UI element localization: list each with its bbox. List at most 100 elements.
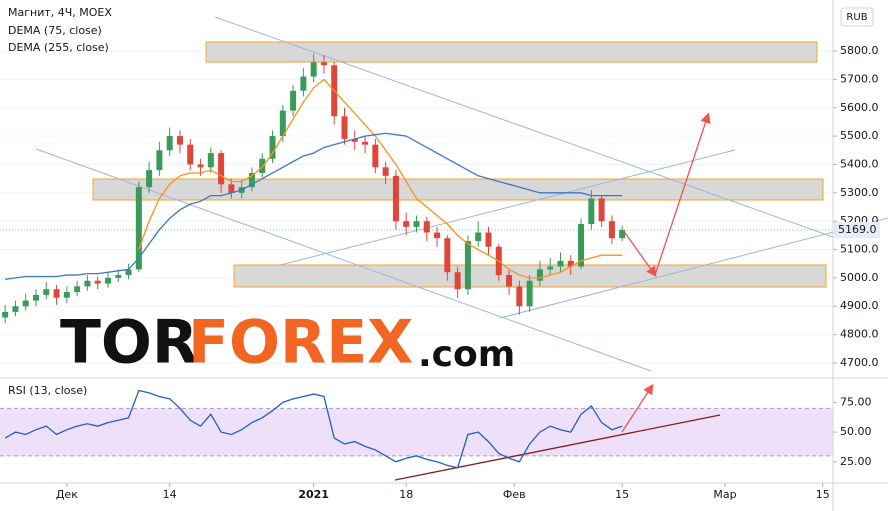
trendline xyxy=(279,149,736,266)
candle-body xyxy=(74,286,81,293)
x-tick-label: 15 xyxy=(615,488,629,501)
last-price-label: 5169.0 xyxy=(838,223,877,236)
arrow xyxy=(622,229,657,278)
x-tick-label: Мар xyxy=(713,488,736,501)
candle-body xyxy=(310,62,317,77)
candle-body xyxy=(207,153,214,168)
x-tick-label: 2021 xyxy=(298,488,329,501)
currency[interactable]: RUB xyxy=(846,12,867,23)
band xyxy=(0,408,833,456)
candle-body xyxy=(146,170,153,188)
candle-body xyxy=(187,144,194,165)
y-tick-label: 4800.0 xyxy=(840,328,879,341)
line-series xyxy=(4,389,623,469)
trendline xyxy=(499,217,888,319)
candle-body xyxy=(197,164,204,168)
candle-body xyxy=(608,221,615,239)
legend-entry: DEMA (75, close) xyxy=(8,24,102,37)
y-tick-label: 50.00 xyxy=(840,425,872,438)
candle-body xyxy=(413,221,420,227)
trendline xyxy=(214,16,834,238)
candle-body xyxy=(351,138,358,142)
candle-body xyxy=(320,62,327,66)
candle-body xyxy=(526,280,533,307)
zone xyxy=(205,41,818,63)
candle-body xyxy=(536,269,543,281)
x-tick-label: Фев xyxy=(503,488,526,501)
watermark: TOR FOREX .com xyxy=(60,308,515,378)
candle-body xyxy=(423,221,430,233)
candle-body xyxy=(228,184,235,193)
candle-body xyxy=(485,232,492,247)
candle-body xyxy=(94,280,101,284)
candle-body xyxy=(156,150,163,171)
candle-body xyxy=(547,266,554,270)
y-tick-label: 5600.0 xyxy=(840,101,879,114)
line-series xyxy=(138,78,623,279)
candle-body xyxy=(362,141,369,145)
arrow xyxy=(654,112,711,276)
candle-body xyxy=(619,229,626,239)
y-tick-label: 5700.0 xyxy=(840,72,879,85)
legend-entry: DEMA (255, close) xyxy=(8,41,109,54)
candle-body xyxy=(135,187,142,270)
y-tick-label: 5500.0 xyxy=(840,129,879,142)
candle-body xyxy=(567,260,574,267)
x-tick-label: 15 xyxy=(816,488,830,501)
candle-body xyxy=(290,90,297,111)
y-tick-label: 4900.0 xyxy=(840,299,879,312)
watermark-text: TOR xyxy=(60,308,198,378)
candle-body xyxy=(392,175,399,222)
candle-body xyxy=(32,294,39,301)
candle-body xyxy=(43,289,50,295)
chart-title: Магнит, 4Ч, MOEX xyxy=(8,6,112,19)
candle-body xyxy=(403,221,410,227)
watermark-text: .com xyxy=(418,334,515,375)
candle-body xyxy=(279,110,286,137)
candle-body xyxy=(166,136,173,151)
forecast xyxy=(621,112,711,433)
candle-body xyxy=(218,153,225,185)
candle-body xyxy=(341,116,348,139)
candle-body xyxy=(578,224,585,267)
candle-body xyxy=(248,172,255,188)
last-price-box xyxy=(834,221,880,238)
line-series xyxy=(5,132,623,280)
candle-body xyxy=(434,232,441,239)
x-tick-label: Дек xyxy=(56,488,78,501)
currency-button[interactable] xyxy=(840,7,874,27)
candle-body xyxy=(598,198,605,222)
candle-body xyxy=(84,280,91,287)
candle-body xyxy=(300,76,307,91)
candle-body xyxy=(22,300,29,307)
y-tick-label: 25.00 xyxy=(840,455,872,468)
candle-body xyxy=(454,272,461,290)
candle-body xyxy=(382,167,389,176)
candle-body xyxy=(475,232,482,242)
candle-body xyxy=(506,275,513,287)
y-tick-label: 5800.0 xyxy=(840,44,879,57)
candle-body xyxy=(125,269,132,276)
candle-body xyxy=(12,306,19,312)
candle-body xyxy=(259,158,266,173)
candle-body xyxy=(516,286,523,307)
y-tick-label: 5400.0 xyxy=(840,157,879,170)
candle-body xyxy=(176,136,183,145)
zone xyxy=(92,178,824,201)
candle-body xyxy=(588,198,595,225)
chart-title: RSI (13, close) xyxy=(8,384,87,397)
y-tick-label: 5300.0 xyxy=(840,186,879,199)
x-tick-label: 18 xyxy=(399,488,413,501)
trendline xyxy=(394,414,721,481)
y-tick-label: 5000.0 xyxy=(840,271,879,284)
candle-body xyxy=(115,275,122,278)
candle-body xyxy=(63,292,70,298)
candle-body xyxy=(557,260,564,267)
x-tick-label: 14 xyxy=(163,488,177,501)
y-tick-label: 5100.0 xyxy=(840,243,879,256)
watermark-text: FOREX xyxy=(188,308,413,378)
arrow xyxy=(621,383,654,433)
candle-body xyxy=(104,277,111,284)
